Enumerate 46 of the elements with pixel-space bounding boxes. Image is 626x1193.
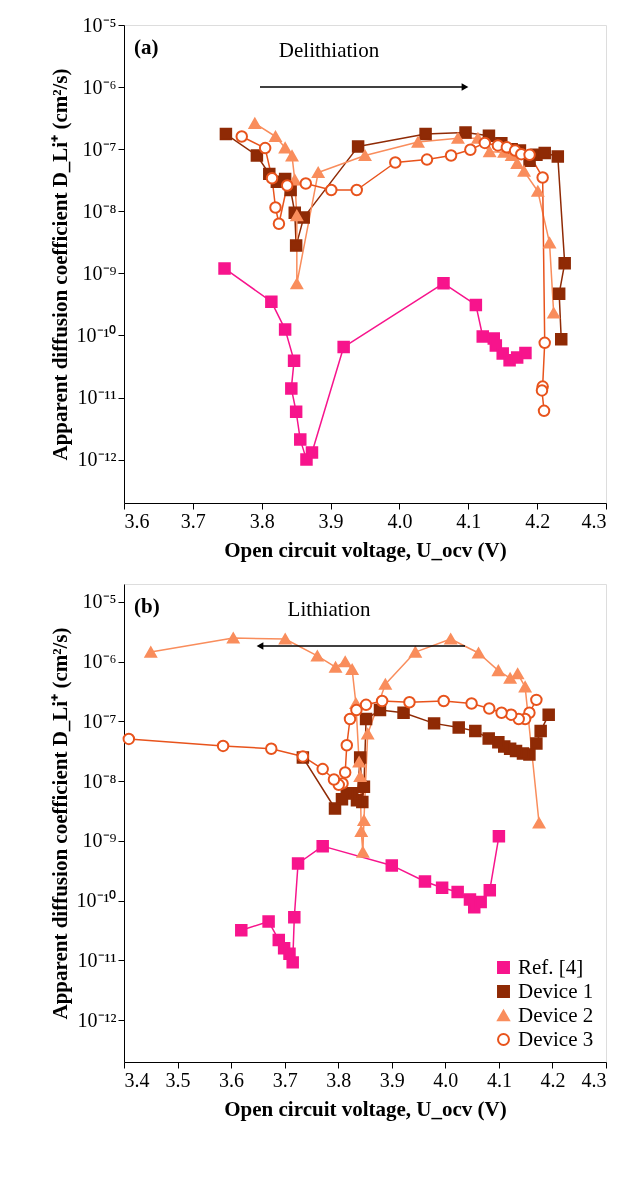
legend-label: Device 1	[518, 978, 594, 1003]
legend-label: Device 3	[518, 1026, 594, 1051]
y-tick-label: 10⁻¹¹	[77, 948, 117, 971]
y-tick-label: 10⁻⁶	[82, 650, 117, 673]
x-tick-label: 3.5	[165, 1068, 191, 1091]
x-axis-title: Open circuit voltage, U_ocv (V)	[224, 537, 507, 562]
y-tick-label: 10⁻⁷	[82, 709, 117, 732]
legend-label: Ref. [4]	[518, 954, 584, 979]
y-tick-label: 10⁻⁸	[82, 769, 117, 792]
y-axis-title: Apparent diffusion coefficient D_Li⁺ (cm²/s)	[47, 68, 72, 461]
y-tick-label: 10⁻¹⁰	[76, 323, 117, 346]
x-tick-label: 4.3	[581, 509, 607, 532]
x-tick-label: 4.1	[486, 1068, 512, 1091]
x-tick-label: 3.7	[272, 1068, 298, 1091]
y-tick-label: 10⁻⁷	[82, 137, 117, 160]
x-tick-label: 3.9	[379, 1068, 405, 1091]
y-tick-label: 10⁻¹⁰	[76, 889, 117, 912]
x-axis-title: Open circuit voltage, U_ocv (V)	[224, 1096, 507, 1121]
x-tick-label: 3.4	[124, 1068, 150, 1091]
x-tick-label: 4.0	[433, 1068, 459, 1091]
x-tick-label: 3.8	[249, 509, 275, 532]
annotation: Delithiation	[278, 38, 380, 62]
annotation: Lithiation	[287, 597, 371, 621]
y-tick-label: 10⁻⁹	[82, 261, 117, 284]
y-axis-title: Apparent diffusion coefficient D_Li⁺ (cm²/s)	[47, 627, 72, 1020]
y-tick-label: 10⁻⁹	[82, 829, 117, 852]
x-tick-label: 3.6	[124, 509, 150, 532]
y-tick-label: 10⁻⁶	[82, 75, 117, 98]
y-tick-label: 10⁻¹²	[77, 1008, 117, 1031]
x-tick-label: 3.7	[180, 509, 206, 532]
x-tick-label: 3.9	[318, 509, 344, 532]
x-tick-label: 4.0	[387, 509, 413, 532]
annotation: (b)	[134, 594, 160, 618]
x-tick-label: 4.3	[581, 1068, 607, 1091]
y-tick-label: 10⁻⁸	[82, 199, 117, 222]
x-tick-label: 4.1	[456, 509, 482, 532]
x-tick-label: 4.2	[540, 1068, 566, 1091]
y-tick-label: 10⁻⁵	[82, 590, 117, 613]
x-tick-label: 3.6	[219, 1068, 245, 1091]
legend-label: Device 2	[518, 1002, 594, 1027]
annotation: (a)	[134, 35, 159, 59]
x-tick-label: 3.8	[326, 1068, 352, 1091]
x-tick-label: 4.2	[525, 509, 551, 532]
y-tick-label: 10⁻⁵	[82, 13, 117, 36]
y-tick-label: 10⁻¹¹	[77, 386, 117, 409]
y-tick-label: 10⁻¹²	[77, 448, 117, 471]
